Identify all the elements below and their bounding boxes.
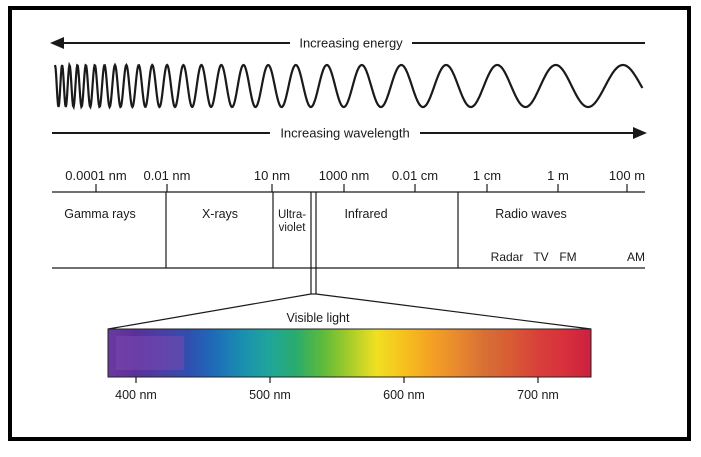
radio-sub-label: AM xyxy=(627,250,645,264)
band-xrays: X-rays xyxy=(202,207,238,221)
violet-highlight xyxy=(116,336,184,370)
wavelength-arrow: Increasing wavelength xyxy=(52,126,647,141)
visible-axis xyxy=(135,377,539,383)
wavelength-label: Increasing wavelength xyxy=(280,126,409,141)
scale-tick-label: 0.0001 nm xyxy=(65,168,126,183)
visible-spectrum-band xyxy=(107,328,592,378)
callout-line-left xyxy=(107,293,312,330)
scale-tick-label: 1 cm xyxy=(473,168,501,183)
band-uv-line2: violet xyxy=(279,222,307,234)
scale-tick-label: 1 m xyxy=(547,168,569,183)
spectrum-bands xyxy=(52,191,645,294)
visible-tick-label: 400 nm xyxy=(115,388,157,402)
band-radio: Radio waves xyxy=(495,207,567,221)
radio-sub-label: Radar xyxy=(491,250,524,264)
visible-light-title: Visible light xyxy=(286,311,350,325)
scale-tick-label: 10 nm xyxy=(254,168,290,183)
visible-callout xyxy=(107,293,592,330)
visible-tick-label: 700 nm xyxy=(517,388,559,402)
scale-tick-label: 100 m xyxy=(609,168,645,183)
wave-curve xyxy=(53,61,644,111)
arrow-left-icon xyxy=(50,37,64,49)
energy-arrow: Increasing energy xyxy=(50,36,645,51)
visible-tick-label: 600 nm xyxy=(383,388,425,402)
energy-label: Increasing energy xyxy=(299,36,403,51)
band-uv-line1: Ultra- xyxy=(278,209,306,221)
wavelength-scale: 0.0001 nm 0.01 nm 10 nm 1000 nm 0.01 cm … xyxy=(65,168,645,192)
callout-line-right xyxy=(315,293,592,330)
arrow-right-icon xyxy=(633,127,647,139)
visible-tick-label: 500 nm xyxy=(249,388,291,402)
scale-tick-label: 0.01 cm xyxy=(392,168,438,183)
scale-tick-label: 0.01 nm xyxy=(144,168,191,183)
radio-sub-label: TV xyxy=(533,250,548,264)
band-infrared: Infrared xyxy=(344,207,387,221)
radio-sub-label: FM xyxy=(559,250,576,264)
scale-tick-label: 1000 nm xyxy=(319,168,370,183)
band-gamma: Gamma rays xyxy=(64,207,136,221)
